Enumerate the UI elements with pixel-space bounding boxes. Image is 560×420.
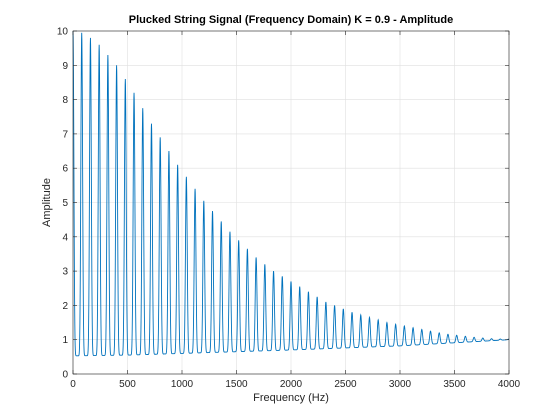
grid [72, 30, 510, 375]
y-tick-label: 3 [62, 267, 68, 278]
x-tick-label: 2500 [334, 379, 357, 390]
y-tick-label: 7 [62, 129, 68, 140]
x-tick-label: 3000 [389, 379, 412, 390]
x-tick-label: 0 [70, 379, 76, 390]
amplitude-line [72, 30, 510, 357]
y-tick-label: 5 [62, 198, 68, 209]
x-tick-label: 500 [119, 379, 136, 390]
y-tick-label: 1 [62, 335, 68, 346]
y-axis-label: Amplitude [41, 178, 53, 227]
x-tick-label: 3500 [443, 379, 466, 390]
x-tick-label: 1500 [225, 379, 248, 390]
y-tick-label: 0 [62, 370, 68, 381]
x-tick-label: 1000 [171, 379, 194, 390]
y-tick-label: 2 [62, 301, 68, 312]
axis-ticks: 0 500 1000 1500 2000 2500 3000 3500 4000 0 1 2 3 4 5 6 7… [57, 27, 521, 391]
x-tick-label: 2000 [280, 379, 303, 390]
y-tick-label: 6 [62, 164, 68, 175]
y-tick-label: 8 [62, 95, 68, 106]
y-tick-label: 10 [57, 27, 69, 38]
x-tick-label: 4000 [498, 379, 521, 390]
x-axis-label: Frequency (Hz) [253, 392, 329, 404]
y-tick-label: 4 [62, 232, 68, 243]
y-tick-label: 9 [62, 61, 68, 72]
chart-title: Plucked String Signal (Frequency Domain)… [129, 14, 453, 26]
